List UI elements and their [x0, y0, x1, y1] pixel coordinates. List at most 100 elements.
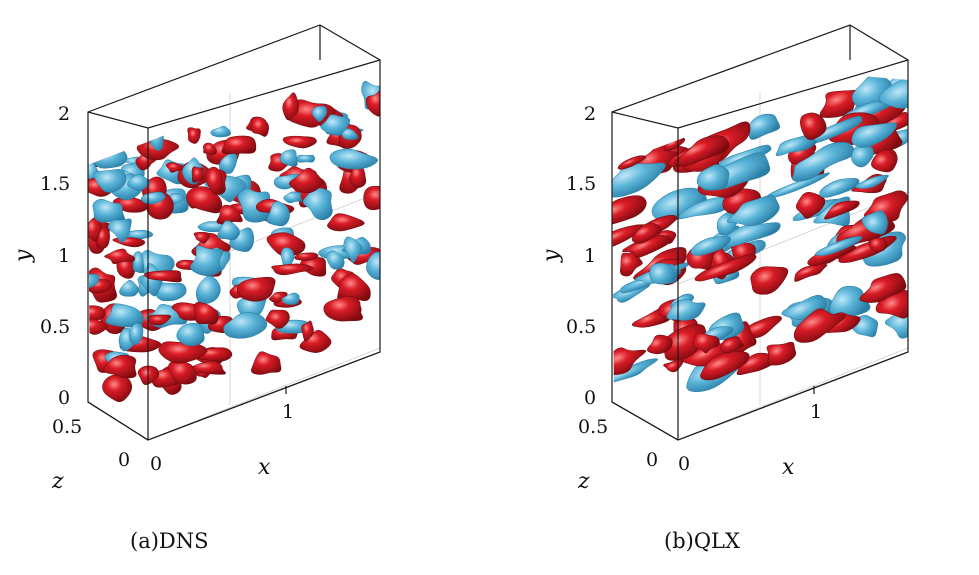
y-tick-label: 1	[584, 245, 596, 267]
red-isosurface-blob	[617, 155, 647, 170]
y-tick-label: 2	[58, 103, 70, 125]
red-isosurface-blob	[800, 112, 827, 140]
red-isosurface-blob	[221, 135, 257, 155]
blue-isosurface-blob	[855, 174, 889, 189]
red-isosurface-blob	[694, 254, 757, 282]
blue-isosurface-blob	[132, 251, 145, 274]
x-axis-label: x	[782, 455, 795, 480]
blue-isosurface-blob	[280, 247, 295, 270]
z-tick-label: 0.5	[52, 416, 82, 438]
red-isosurface-blob	[282, 135, 317, 149]
blue-isosurface-blob	[281, 292, 300, 305]
x-tick-label: 0	[150, 453, 162, 475]
red-isosurface-blob	[289, 167, 323, 194]
blue-isosurface-blob	[666, 298, 706, 321]
red-isosurface-blob	[266, 232, 306, 257]
red-isosurface-blob	[363, 185, 380, 211]
red-isosurface-blob	[647, 334, 673, 355]
red-isosurface-blob	[720, 336, 744, 354]
red-isosurface-blob	[202, 142, 217, 156]
z-axis-label: z	[51, 469, 64, 494]
blue-isosurface-blob	[210, 125, 231, 138]
y-tick-label: 0	[58, 387, 70, 409]
red-isosurface-blob	[299, 329, 332, 353]
z-tick-label: 0	[118, 449, 130, 471]
blue-isosurface-blob	[325, 250, 345, 270]
red-isosurface-blob	[750, 266, 789, 295]
red-isosurface-blob	[147, 314, 172, 326]
red-isosurface-blob	[766, 341, 797, 366]
red-isosurface-blob	[871, 148, 898, 173]
red-isosurface-blob	[692, 332, 720, 354]
red-isosurface-blob	[144, 270, 182, 283]
red-isosurface-blob	[323, 295, 364, 322]
red-isosurface-blob	[193, 231, 210, 244]
red-isosurface-blob	[282, 92, 299, 121]
red-isosurface-blob	[205, 166, 224, 195]
blue-isosurface-blob	[861, 210, 888, 235]
red-isosurface-blob	[104, 248, 136, 265]
caption-dns: (a)DNS	[130, 529, 209, 553]
blue-isosurface-blob	[266, 201, 290, 227]
blue-isosurface-blob	[696, 164, 730, 191]
y-tick-label: 0.5	[566, 316, 596, 338]
x-axis-b: 0 1 x	[677, 351, 909, 480]
x-tick-label: 1	[810, 401, 822, 423]
isosurfaces-dns	[88, 80, 380, 403]
z-axis-label: z	[577, 469, 590, 494]
blue-isosurface-blob	[127, 174, 150, 191]
blue-isosurface-blob	[775, 134, 817, 156]
red-isosurface-blob	[612, 195, 647, 226]
y-tick-label: 0	[584, 387, 596, 409]
blue-isosurface-blob	[851, 122, 897, 148]
red-isosurface-blob	[251, 351, 282, 375]
blue-isosurface-blob	[140, 191, 166, 205]
z-axis-b: 0.5 0 z	[577, 401, 679, 494]
red-isosurface-blob	[612, 347, 647, 375]
blue-isosurface-blob	[125, 230, 154, 240]
blue-isosurface-blob	[93, 169, 127, 193]
red-isosurface-blob	[236, 276, 276, 302]
blue-isosurface-blob	[129, 323, 144, 345]
y-axis-b: 2 1.5 1 0.5 0 y	[539, 103, 596, 409]
red-isosurface-blob	[103, 354, 137, 379]
y-tick-label: 0.5	[40, 316, 70, 338]
red-isosurface-blob	[337, 273, 371, 302]
blue-isosurface-blob	[279, 149, 298, 167]
blue-isosurface-blob	[320, 114, 351, 136]
red-isosurface-blob	[294, 252, 319, 261]
blue-isosurface-blob	[90, 147, 128, 169]
x-tick-label: 0	[678, 453, 690, 475]
y-tick-label: 1.5	[566, 173, 596, 195]
caption-qlx: (b)QLX	[664, 529, 740, 553]
blue-isosurface-blob	[727, 195, 780, 227]
red-isosurface-blob	[631, 222, 662, 244]
red-isosurface-blob	[365, 88, 380, 117]
blue-isosurface-blob	[283, 191, 303, 204]
y-tick-label: 1	[58, 245, 70, 267]
blue-isosurface-blob	[792, 142, 855, 182]
blue-isosurface-blob	[747, 113, 781, 140]
red-isosurface-blob	[250, 116, 269, 137]
blue-isosurface-blob	[649, 262, 678, 285]
z-axis-a: 0.5 0 z	[51, 401, 149, 494]
red-isosurface-blob	[265, 309, 290, 329]
blue-isosurface-blob	[296, 154, 315, 163]
z-tick-label: 0.5	[578, 416, 608, 438]
blue-isosurface-blob	[176, 322, 205, 347]
blue-isosurface-blob	[302, 187, 333, 221]
blue-isosurface-blob	[343, 236, 363, 264]
red-isosurface-blob	[216, 204, 243, 225]
red-isosurface-blob	[859, 273, 907, 303]
panel-qlx: 2 1.5 1 0.5 0 y 0.5 0 z 0 1 x (b)QLX	[539, 24, 909, 553]
x-axis-label: x	[258, 455, 271, 480]
red-isosurface-blob	[194, 301, 219, 325]
blue-isosurface-blob	[154, 282, 187, 302]
blue-isosurface-blob	[108, 218, 132, 243]
red-isosurface-blob	[795, 191, 826, 219]
red-isosurface-blob	[102, 374, 133, 403]
x-tick-label: 1	[282, 401, 294, 423]
y-tick-label: 2	[584, 103, 596, 125]
blue-isosurface-blob	[217, 220, 240, 241]
